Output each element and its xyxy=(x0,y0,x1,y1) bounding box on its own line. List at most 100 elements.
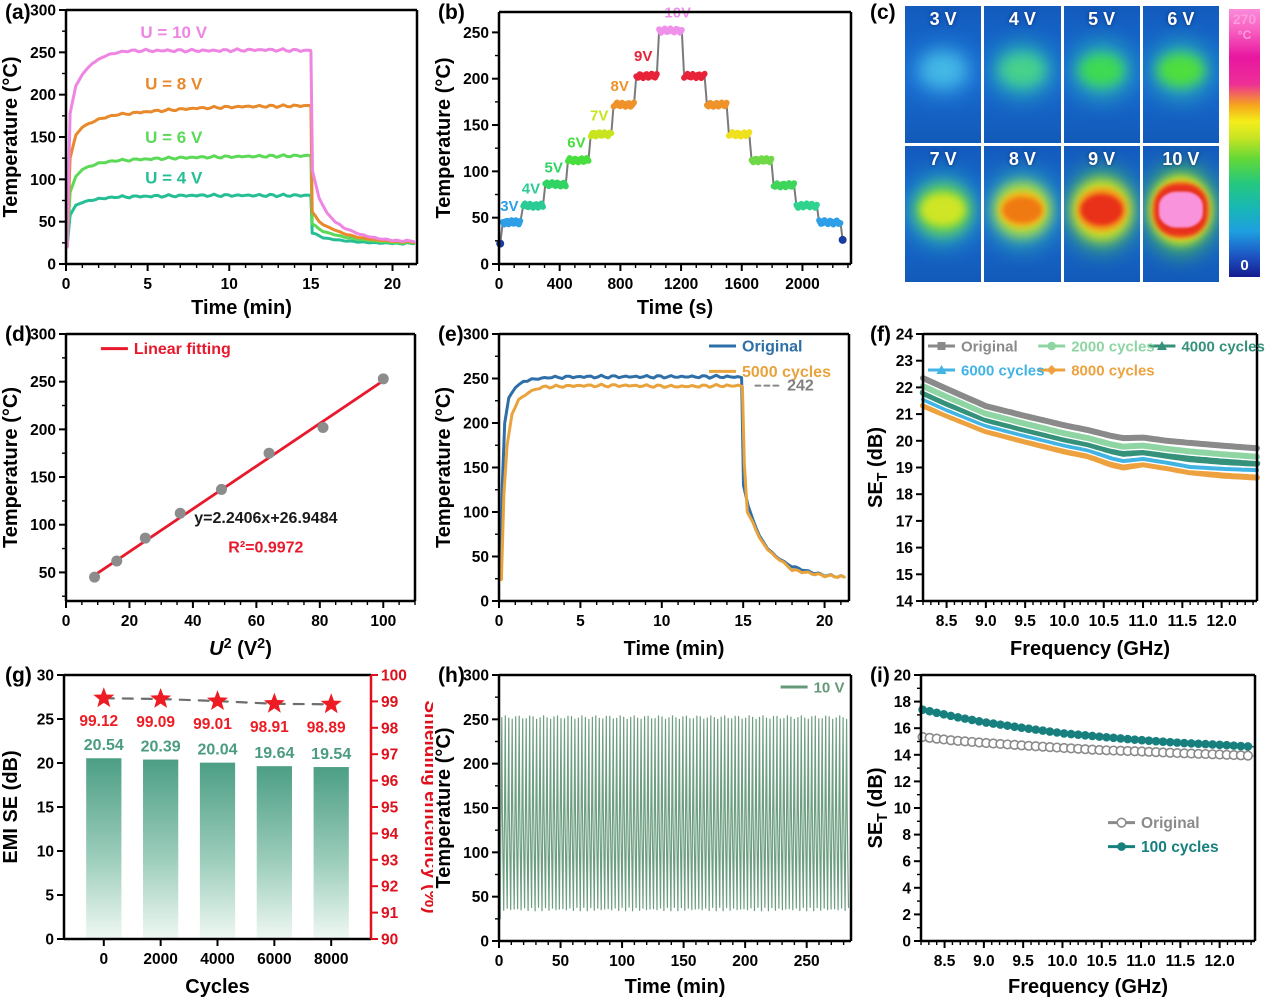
svg-text:Original: Original xyxy=(961,339,1018,356)
svg-text:11.5: 11.5 xyxy=(1168,613,1198,630)
svg-text:18: 18 xyxy=(896,487,914,504)
svg-text:20: 20 xyxy=(121,613,138,630)
chart-cycling-stability: 0 50 100 150 200 250 0 50 100 150 200 250 300 Time (m… xyxy=(433,668,853,998)
svg-text:4: 4 xyxy=(902,880,911,897)
svg-text:5V: 5V xyxy=(545,159,563,176)
panel-letter-i: (i) xyxy=(870,664,890,687)
svg-text:12.0: 12.0 xyxy=(1205,953,1235,970)
svg-text:99.01: 99.01 xyxy=(193,716,232,733)
svg-text:100: 100 xyxy=(463,164,489,181)
svg-text:100: 100 xyxy=(463,505,489,522)
svg-text:200: 200 xyxy=(463,416,489,433)
svg-text:100: 100 xyxy=(370,613,396,630)
svg-text:100 cycles: 100 cycles xyxy=(1141,839,1219,856)
svg-text:400: 400 xyxy=(547,276,573,293)
panel-letter-c: (c) xyxy=(870,1,896,24)
svg-text:9.5: 9.5 xyxy=(1014,613,1036,630)
svg-text:0: 0 xyxy=(45,932,54,949)
chart-linear-fit: 0 20 40 60 80 100 50 100 150 200 250 300 U2 (V2) Temp… xyxy=(0,327,417,660)
panel-letter-h: (h) xyxy=(438,664,465,687)
svg-text:10.0: 10.0 xyxy=(1047,953,1077,970)
svg-text:250: 250 xyxy=(463,712,489,729)
panel-b: (b) 3V 4V 5V 6V 7V 8V 9V 10V 0 400 800 1200 1600 2000… xyxy=(433,0,865,322)
svg-text:Temperature (°C): Temperature (°C) xyxy=(0,387,22,548)
svg-text:3V: 3V xyxy=(500,198,518,215)
svg-text:y=2.2406x+26.9484: y=2.2406x+26.9484 xyxy=(194,510,337,527)
svg-text:6000 cycles: 6000 cycles xyxy=(961,363,1044,380)
svg-text:12.0: 12.0 xyxy=(1207,613,1237,630)
panel-i: (i) 8.5 9.0 9.5 10.0 10.5 11.0 11.5 12.0 0 2 4 6 8 10… xyxy=(865,663,1269,1001)
svg-text:93: 93 xyxy=(381,852,399,869)
svg-text:50: 50 xyxy=(552,953,569,970)
svg-text:15: 15 xyxy=(896,567,914,584)
svg-text:150: 150 xyxy=(671,953,697,970)
svg-text:SET (dB): SET (dB) xyxy=(865,767,891,848)
svg-text:20: 20 xyxy=(816,613,833,630)
svg-text:0: 0 xyxy=(902,934,911,951)
svg-text:98: 98 xyxy=(381,720,399,737)
svg-text:100: 100 xyxy=(463,845,489,862)
svg-text:95: 95 xyxy=(381,800,399,817)
panel-c: (c) 3 V 4 V 5 V 6 V 7 V 8 V 9 V 10 V 270 °C 0 xyxy=(865,0,1269,322)
svg-text:200: 200 xyxy=(732,953,758,970)
svg-text:20.04: 20.04 xyxy=(197,742,237,759)
svg-text:250: 250 xyxy=(463,25,489,42)
svg-text:300: 300 xyxy=(463,668,489,685)
voltage-label: 8 V xyxy=(1008,148,1036,169)
svg-text:150: 150 xyxy=(30,130,56,147)
svg-text:200: 200 xyxy=(463,756,489,773)
svg-text:0: 0 xyxy=(495,276,504,293)
svg-text:91: 91 xyxy=(381,905,399,922)
svg-text:6000: 6000 xyxy=(257,951,291,968)
panel-letter-d: (d) xyxy=(5,323,32,346)
svg-text:200: 200 xyxy=(30,422,56,439)
svg-text:Temperature (°C): Temperature (°C) xyxy=(433,58,455,219)
svg-text:90: 90 xyxy=(381,932,398,949)
panel-e: (e) 0 5 10 15 20 0 50 100 150 200 250 300 Time (min)… xyxy=(433,322,865,663)
svg-text:4V: 4V xyxy=(522,181,540,198)
svg-text:0: 0 xyxy=(99,951,108,968)
svg-text:19.64: 19.64 xyxy=(254,745,294,762)
svg-text:17: 17 xyxy=(896,513,913,530)
svg-text:14: 14 xyxy=(894,747,912,764)
svg-text:100: 100 xyxy=(609,953,635,970)
svg-text:50: 50 xyxy=(39,214,56,231)
svg-text:Cycles: Cycles xyxy=(185,976,250,998)
svg-text:10.5: 10.5 xyxy=(1087,953,1118,970)
svg-text:50: 50 xyxy=(472,210,489,227)
svg-text:U2 (V2): U2 (V2) xyxy=(209,636,272,660)
svg-text:6V: 6V xyxy=(567,134,585,151)
svg-text:50: 50 xyxy=(472,549,489,566)
colorbar-max-label: 270 xyxy=(1232,11,1257,27)
chart-set-original-vs-100cycles: 8.5 9.0 9.5 10.0 10.5 11.0 11.5 12.0 0 2 4 6 8 10 12 14… xyxy=(865,668,1257,998)
svg-text:99: 99 xyxy=(381,694,399,711)
svg-text:15: 15 xyxy=(37,800,55,817)
svg-text:250: 250 xyxy=(463,371,489,388)
svg-text:80: 80 xyxy=(311,613,328,630)
svg-text:96: 96 xyxy=(381,773,399,790)
voltage-label: 4 V xyxy=(1008,9,1036,29)
voltage-label: 5 V xyxy=(1088,9,1116,29)
svg-text:Temperature (°C): Temperature (°C) xyxy=(433,728,455,889)
svg-text:50: 50 xyxy=(472,889,489,906)
panel-letter-e: (e) xyxy=(438,323,464,346)
svg-text:9.0: 9.0 xyxy=(975,613,997,630)
svg-text:8: 8 xyxy=(902,827,911,844)
svg-text:10 V: 10 V xyxy=(814,679,845,696)
svg-text:23: 23 xyxy=(896,353,914,370)
svg-text:5: 5 xyxy=(143,276,152,293)
chart-set-vs-frequency-cycles: 8.5 9.0 9.5 10.0 10.5 11.0 11.5 12.0 14 15 16 17 18 1… xyxy=(865,327,1265,661)
svg-text:U = 8 V: U = 8 V xyxy=(145,75,203,94)
svg-text:11.0: 11.0 xyxy=(1128,613,1157,630)
svg-text:22: 22 xyxy=(896,380,913,397)
svg-text:2: 2 xyxy=(902,907,911,924)
svg-text:250: 250 xyxy=(30,374,56,391)
svg-text:R²=0.9972: R²=0.9972 xyxy=(228,540,303,557)
svg-text:15: 15 xyxy=(302,276,320,293)
svg-text:19.54: 19.54 xyxy=(311,746,351,763)
voltage-label: 10 V xyxy=(1162,148,1200,169)
svg-text:97: 97 xyxy=(381,747,398,764)
